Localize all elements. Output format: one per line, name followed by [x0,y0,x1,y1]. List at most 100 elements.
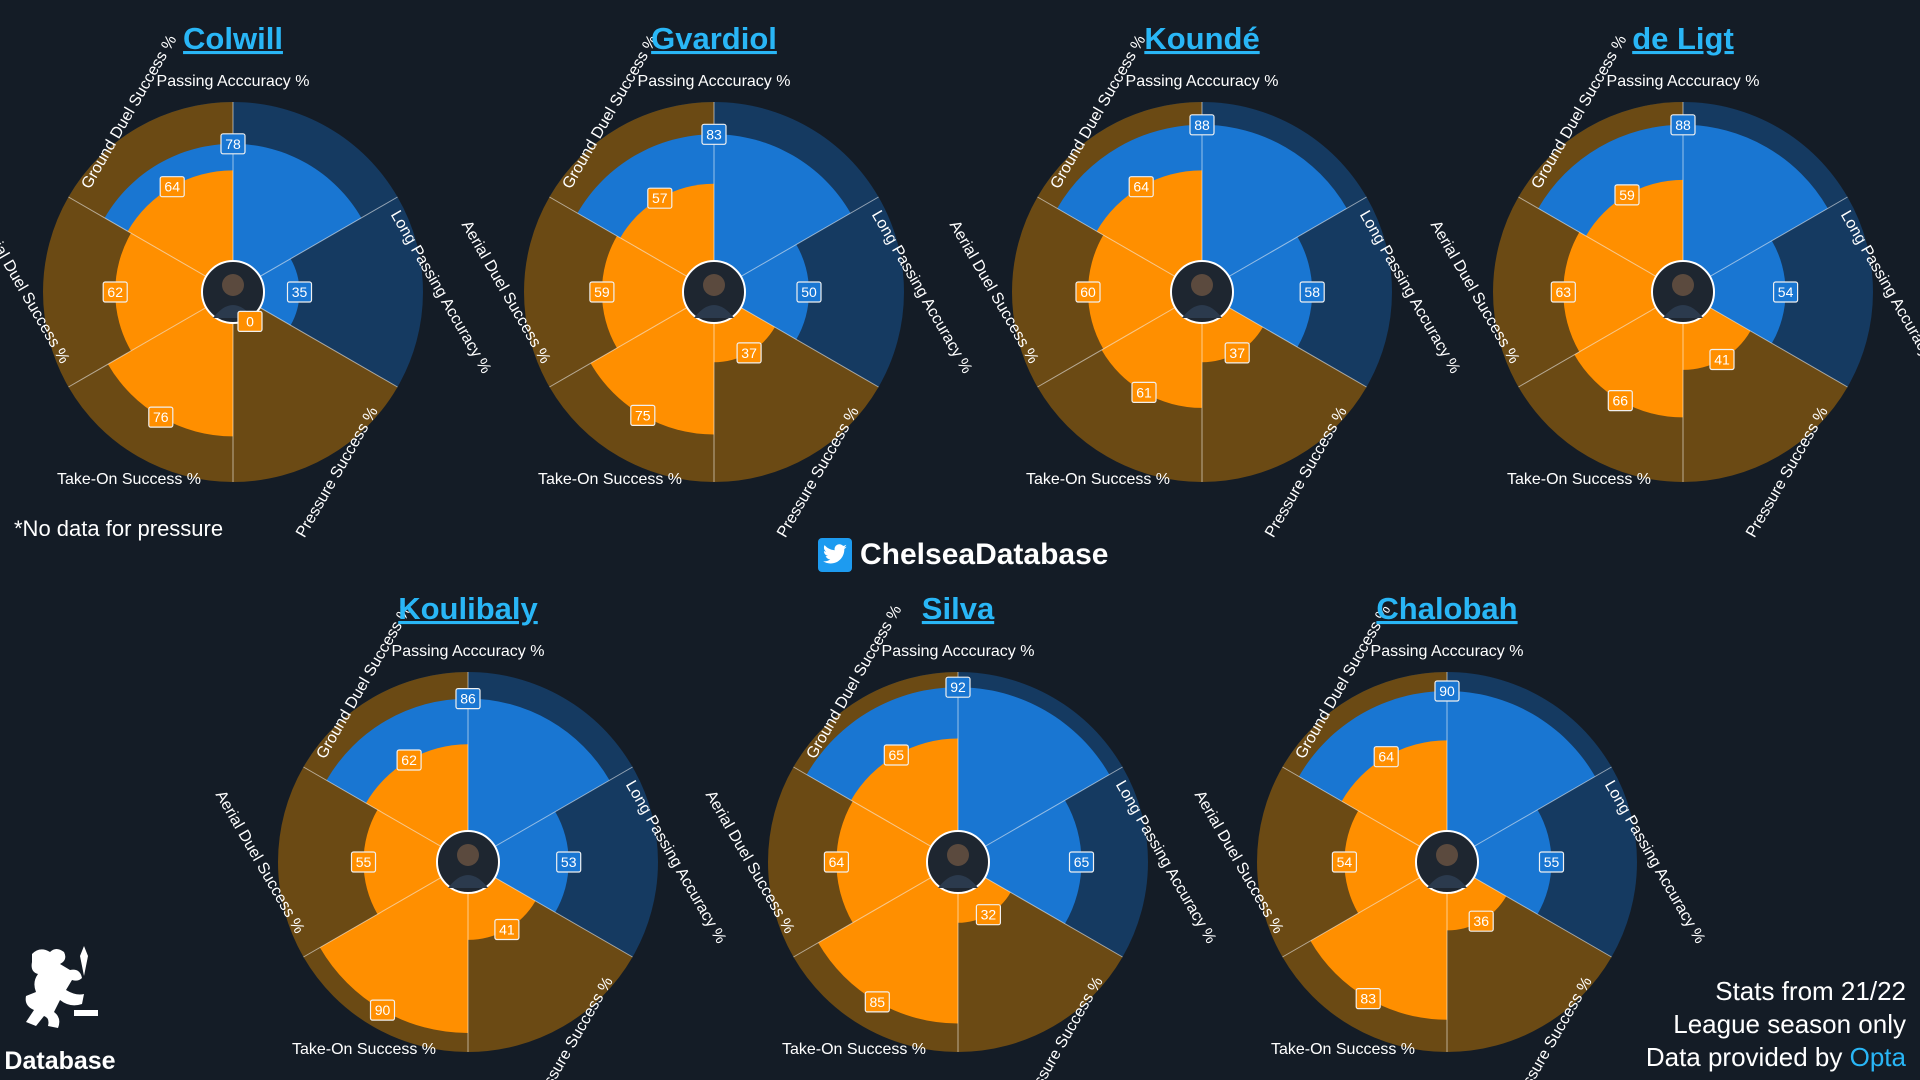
value-badge [237,310,263,332]
value-label: 83 [706,126,722,142]
value-label: 36 [1473,913,1489,929]
axis-label: Take-On Success % [538,471,682,488]
value-label: 90 [1439,683,1455,699]
value-label: 65 [889,747,905,763]
value-label: 0 [246,313,254,329]
value-label: 54 [1778,284,1794,300]
value-badge [1068,851,1095,873]
footer-source: Data provided by Opta [1646,1041,1906,1074]
value-sector [468,811,569,913]
player-name-title: Gvardiol [651,21,777,56]
avatar-head [1672,274,1694,296]
player-name-title: Koundé [1144,21,1259,56]
axis-label: Passing Acccuracy % [638,73,791,90]
value-badge [220,133,246,155]
value-badge [975,904,1002,926]
brand-handle[interactable]: ChelseaDatabase [818,538,1108,572]
value-sector [1447,809,1552,915]
value-sector [590,292,714,435]
no-pressure-data-note: *No data for pressure [14,516,224,541]
value-label: 55 [1544,854,1560,870]
value-sector [1344,810,1447,914]
value-label: 85 [870,994,886,1010]
value-badge [350,851,377,873]
value-sector [365,744,468,862]
value-badge [1373,746,1399,768]
value-sector [1310,862,1447,1020]
axis-label: Take-On Success % [1271,1041,1415,1058]
value-badge [1128,176,1154,198]
value-badge [630,404,656,426]
value-label: 37 [741,345,757,361]
avatar-shoulders [694,305,734,318]
value-badge [494,918,520,941]
value-badge [945,676,971,698]
value-badge [823,851,850,873]
avatar-head [1191,274,1213,296]
value-badge [1131,381,1157,403]
value-label: 53 [561,854,577,870]
value-badge [1772,281,1799,303]
value-badge [286,281,313,303]
value-sector [958,800,1082,924]
footer-source-prefix: Data provided by [1645,1042,1843,1072]
value-label: 32 [981,907,997,923]
value-label: 62 [107,284,123,300]
value-badge [556,851,582,873]
value-badge [1670,114,1696,136]
value-label: 59 [594,284,610,300]
chelsea-lion-crest-icon [25,946,98,1028]
avatar-head [457,844,479,866]
value-badge [701,123,727,145]
value-label: 64 [1378,749,1394,765]
axis-label: Passing Acccuracy % [157,73,310,90]
value-sector [1101,292,1202,408]
axis-label: Passing Acccuracy % [1607,73,1760,90]
value-sector [1563,232,1683,352]
value-label: 90 [375,1002,391,1018]
value-badge [1355,987,1381,1010]
value-label: 78 [225,136,241,152]
axis-label: Take-On Success % [1026,471,1170,488]
value-sector [836,801,958,923]
logo-label: Database [4,1047,116,1075]
value-badge [1299,281,1325,303]
value-badge [589,281,615,303]
avatar-head [222,274,244,296]
value-sector [620,183,714,292]
value-badge [1550,281,1576,303]
avatar-shoulders [1663,305,1703,318]
player-name-title: Chalobah [1376,591,1517,626]
brand-handle-text: ChelseaDatabase [860,538,1109,571]
value-sector [107,292,233,437]
value-label: 41 [499,922,515,938]
axis-label: Take-On Success % [57,471,201,488]
value-badge [1614,184,1640,206]
value-sector [601,235,714,349]
value-badge [1468,910,1494,932]
value-sector [1202,236,1313,348]
value-sector [1087,235,1202,349]
club-logo: Database [4,940,116,1076]
avatar-head [703,274,725,296]
value-badge [396,749,422,771]
avatar-shoulders [1427,875,1467,888]
value-label: 57 [652,190,668,206]
value-badge [148,406,174,428]
value-badge [883,744,909,766]
value-badge [736,342,762,364]
axis-label: Take-On Success % [1507,471,1651,488]
value-label: 59 [1619,187,1635,203]
value-label: 83 [1360,991,1376,1007]
value-sector [363,809,468,915]
value-badge [1189,114,1215,136]
value-badge [647,187,673,209]
avatar-shoulders [1182,305,1222,318]
value-badge [1224,342,1250,364]
